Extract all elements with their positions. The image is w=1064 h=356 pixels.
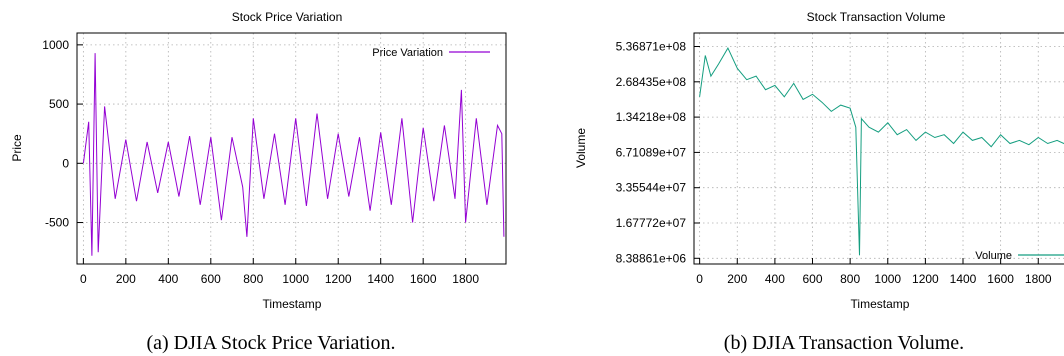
- chart-a-xtick-label: 1600: [410, 272, 437, 286]
- chart-a-xtick-label: 1000: [282, 272, 309, 286]
- chart-a-ylabel: Price: [10, 134, 24, 162]
- chart-b-xtick-label: 800: [840, 272, 860, 286]
- chart-b-legend-label: Volume: [975, 250, 1012, 262]
- chart-b-xtick-label: 600: [802, 272, 822, 286]
- chart-b-xtick-label: 1000: [874, 272, 901, 286]
- chart-b-xtick-label: 400: [765, 272, 785, 286]
- chart-a-xtick-label: 800: [243, 272, 263, 286]
- price-variation-line: [82, 53, 505, 256]
- chart-a-ytick-label: 0: [62, 156, 69, 170]
- volume-line: [699, 47, 1064, 256]
- chart-b-xtick-label: 1400: [950, 272, 977, 286]
- chart-b-ytick-label: 5.36871e+08: [616, 40, 687, 54]
- chart-a-xtick-label: 200: [116, 272, 136, 286]
- chart-a-xtick-label: 600: [201, 272, 221, 286]
- chart-a-ytick-label: -500: [45, 216, 69, 230]
- chart-a-title: Stock Price Variation: [232, 10, 343, 24]
- chart-b-xtick-label: 1200: [912, 272, 939, 286]
- chart-b-ytick-label: 8.38861e+06: [616, 251, 687, 265]
- chart-b-title: Stock Transaction Volume: [807, 10, 946, 24]
- chart-a-legend-label: Price Variation: [372, 47, 443, 59]
- caption-a: (a) DJIA Stock Price Variation.: [146, 332, 395, 354]
- chart-a-plot-area: [76, 32, 507, 265]
- chart-b-ytick-label: 3.35544e+07: [616, 181, 687, 195]
- chart-b-ytick-label: 2.68435e+08: [616, 75, 687, 89]
- chart-b-ytick-label: 1.34218e+08: [616, 110, 687, 124]
- chart-b-xtick-label: 200: [727, 272, 747, 286]
- chart-a-ytick-label: 1000: [42, 38, 69, 52]
- chart-b-xtick-label: 0: [696, 272, 703, 286]
- chart-transaction-volume: Stock Transaction Volume 0 200 400 600 800 10…: [574, 10, 1064, 354]
- chart-a-ytick-label: 500: [49, 97, 69, 111]
- chart-a-xtick-label: 0: [80, 272, 87, 286]
- chart-b-xtick-label: 1800: [1025, 272, 1052, 286]
- chart-price-variation: Stock Price Variation 0 200 400 600 800 1000 1…: [10, 10, 507, 354]
- chart-a-xtick-label: 1200: [325, 272, 352, 286]
- chart-b-ytick-label: 6.71089e+07: [616, 145, 687, 159]
- chart-b-ytick-label: 1.67772e+07: [616, 216, 687, 230]
- chart-b-plot-area: [693, 32, 1064, 265]
- caption-b: (b) DJIA Transaction Volume.: [724, 332, 964, 354]
- chart-b-ylabel: Volume: [574, 128, 588, 168]
- chart-a-xtick-label: 1400: [367, 272, 394, 286]
- chart-b-xlabel: Timestamp: [851, 297, 910, 311]
- chart-a-xtick-label: 1800: [452, 272, 479, 286]
- chart-a-xtick-label: 400: [158, 272, 178, 286]
- chart-a-xlabel: Timestamp: [263, 297, 322, 311]
- chart-b-xtick-label: 1600: [987, 272, 1014, 286]
